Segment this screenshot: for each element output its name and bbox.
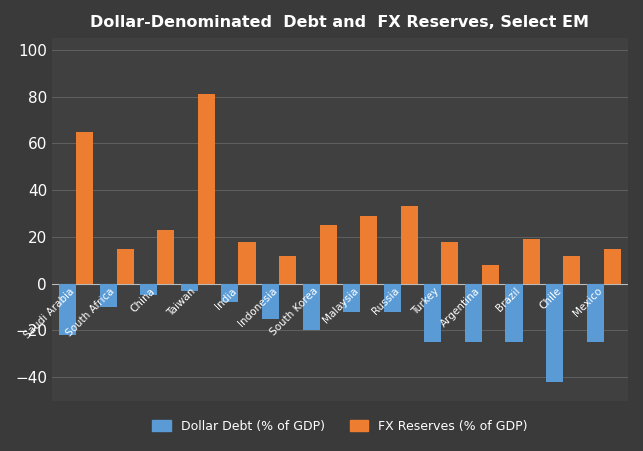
Bar <box>546 284 563 382</box>
Text: Argentina: Argentina <box>439 286 482 329</box>
Legend: Dollar Debt (% of GDP), FX Reserves (% of GDP): Dollar Debt (% of GDP), FX Reserves (% o… <box>147 415 533 438</box>
Bar <box>59 284 77 335</box>
Bar <box>303 284 320 331</box>
Bar <box>482 265 499 284</box>
Text: Chile: Chile <box>538 286 563 312</box>
Bar <box>465 284 482 342</box>
Bar <box>505 284 523 342</box>
Bar <box>424 284 441 342</box>
Bar <box>360 216 377 284</box>
Bar <box>343 284 360 312</box>
Bar <box>100 284 117 307</box>
Text: Brazil: Brazil <box>494 286 523 314</box>
Bar <box>77 132 93 284</box>
Text: Mexico: Mexico <box>571 286 604 319</box>
Bar <box>198 94 215 284</box>
Text: China: China <box>129 286 158 314</box>
Text: Indonesia: Indonesia <box>236 286 279 329</box>
Text: India: India <box>213 286 239 311</box>
Bar <box>117 249 134 284</box>
Bar <box>604 249 620 284</box>
Bar <box>441 242 458 284</box>
Text: South Africa: South Africa <box>65 286 117 338</box>
Bar <box>320 225 337 284</box>
Bar <box>158 230 174 284</box>
Bar <box>586 284 604 342</box>
Bar <box>221 284 239 302</box>
Text: Russia: Russia <box>370 286 401 317</box>
Text: Turkey: Turkey <box>410 286 441 317</box>
Text: Saudi Arabia: Saudi Arabia <box>23 286 77 340</box>
Title: Dollar-Denominated  Debt and  FX Reserves, Select EM: Dollar-Denominated Debt and FX Reserves,… <box>91 15 590 30</box>
Bar <box>140 284 158 295</box>
Text: Taiwan: Taiwan <box>166 286 198 318</box>
Bar <box>262 284 279 319</box>
Bar <box>523 239 539 284</box>
Text: Malaysia: Malaysia <box>321 286 360 325</box>
Bar <box>401 207 418 284</box>
Bar <box>384 284 401 312</box>
Bar <box>181 284 198 290</box>
Text: South Korea: South Korea <box>268 286 320 338</box>
Bar <box>279 256 296 284</box>
Bar <box>239 242 255 284</box>
Bar <box>563 256 580 284</box>
